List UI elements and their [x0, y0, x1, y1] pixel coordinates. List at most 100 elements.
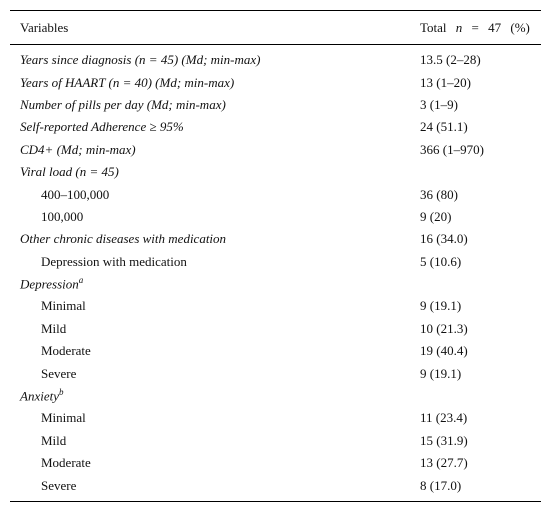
label-cell: 100,000 — [10, 206, 411, 228]
label: Severe — [41, 477, 77, 493]
value-cell: 11 (23.4) — [411, 407, 541, 429]
value: 13.5 (2–28) — [420, 52, 481, 68]
value-cell: 13.5 (2–28) — [411, 45, 541, 72]
row: Depressiona — [10, 273, 541, 295]
value-cell — [411, 385, 541, 407]
label-cell: Minimal — [10, 295, 411, 317]
sub-row: Moderate 19 (40.4) — [10, 340, 541, 362]
label-cell: Moderate — [10, 340, 411, 362]
value: 8 (17.0) — [420, 477, 462, 493]
footnote-mark: b — [58, 387, 64, 398]
value: 9 (19.1) — [420, 298, 462, 314]
value-cell: 9 (19.1) — [411, 295, 541, 317]
label-cell: Number of pills per day (Md; min-max) — [10, 94, 411, 116]
value: 11 (23.4) — [420, 410, 468, 426]
value-cell: 9 (19.1) — [411, 362, 541, 384]
label: 400–100,000 — [41, 186, 110, 202]
header-row: Variables Total n = 47 (%) — [10, 10, 541, 45]
label: Number of pills per day (Md; min-max) — [20, 96, 226, 112]
value: 5 (10.6) — [420, 253, 462, 269]
value: 9 (19.1) — [420, 365, 462, 381]
label: Other chronic diseases with medication — [20, 231, 227, 247]
header-text: n — [455, 19, 463, 35]
header-text: Total — [420, 19, 456, 35]
row: Number of pills per day (Md; min-max) 3 (… — [10, 94, 541, 116]
row: Self-reported Adherence ≥ 95% 24 (51.1) — [10, 116, 541, 138]
label-cell: Severe — [10, 362, 411, 384]
label: Severe — [41, 365, 77, 381]
label: Mild — [41, 432, 67, 448]
value-cell: 3 (1–9) — [411, 94, 541, 116]
label-cell: Minimal — [10, 407, 411, 429]
sub-row: Mild 15 (31.9) — [10, 430, 541, 452]
label: Viral load (n = 45) — [20, 164, 119, 180]
value: 16 (34.0) — [420, 231, 468, 247]
sub-row: 400–100,000 36 (80) — [10, 183, 541, 205]
value-cell: 24 (51.1) — [411, 116, 541, 138]
sub-row: 100,000 9 (20) — [10, 206, 541, 228]
value-cell: 19 (40.4) — [411, 340, 541, 362]
label-cell: 400–100,000 — [10, 183, 411, 205]
label: Anxiety — [20, 388, 59, 404]
value-cell: 13 (1–20) — [411, 71, 541, 93]
label-cell: Viral load (n = 45) — [10, 161, 411, 183]
value: 13 (1–20) — [420, 74, 471, 90]
header-text: = 47 (%) — [462, 19, 530, 35]
label-cell: Moderate — [10, 452, 411, 474]
row: Viral load (n = 45) — [10, 161, 541, 183]
value-cell: 9 (20) — [411, 206, 541, 228]
row: Anxietyb — [10, 385, 541, 407]
label-cell: Years since diagnosis (n = 45) (Md; min-… — [10, 45, 411, 72]
value: 13 (27.7) — [420, 455, 468, 471]
table: Variables Total n = 47 (%) Years since d… — [10, 10, 541, 502]
label: Mild — [41, 320, 67, 336]
row: Years of HAART (n = 40) (Md; min-max) 13 … — [10, 71, 541, 93]
value-cell: 16 (34.0) — [411, 228, 541, 250]
table-body: Years since diagnosis (n = 45) (Md; min-… — [10, 45, 541, 502]
label: Years of HAART (n = 40) (Md; min-max) — [20, 74, 235, 90]
label: Moderate — [41, 343, 91, 359]
value: 24 (51.1) — [420, 119, 468, 135]
header-cell: Variables — [10, 10, 411, 45]
label-cell: Severe — [10, 474, 411, 501]
sub-row: Minimal 9 (19.1) — [10, 295, 541, 317]
label-cell: Self-reported Adherence ≥ 95% — [10, 116, 411, 138]
label: 100,000 — [41, 208, 84, 224]
value: 36 (80) — [420, 186, 458, 202]
value: 19 (40.4) — [420, 343, 468, 359]
row: CD4+ (Md; min-max) 366 (1–970) — [10, 139, 541, 161]
label: Years since diagnosis (n = 45) (Md; min-… — [20, 52, 261, 68]
value-cell: 366 (1–970) — [411, 139, 541, 161]
sub-row: Severe 8 (17.0) — [10, 474, 541, 501]
value-cell: 5 (10.6) — [411, 251, 541, 273]
label-cell: Depression with medication — [10, 251, 411, 273]
label: Moderate — [41, 455, 91, 471]
sub-row: Moderate 13 (27.7) — [10, 452, 541, 474]
sub-row: Severe 9 (19.1) — [10, 362, 541, 384]
value: 15 (31.9) — [420, 432, 468, 448]
row: Years since diagnosis (n = 45) (Md; min-… — [10, 45, 541, 72]
sub-row: Minimal 11 (23.4) — [10, 407, 541, 429]
value-cell: 36 (80) — [411, 183, 541, 205]
label: Depression — [20, 276, 79, 292]
label: CD4+ (Md; min-max) — [20, 141, 136, 157]
value-cell — [411, 161, 541, 183]
value: 366 (1–970) — [420, 141, 484, 157]
value: 9 (20) — [420, 208, 452, 224]
value-cell: 10 (21.3) — [411, 318, 541, 340]
row: Other chronic diseases with medication 16… — [10, 228, 541, 250]
table-header: Variables Total n = 47 (%) — [10, 10, 541, 45]
label-cell: Mild — [10, 318, 411, 340]
label-cell: Other chronic diseases with medication — [10, 228, 411, 250]
footnote-mark: a — [78, 275, 84, 286]
label: Self-reported Adherence ≥ 95% — [20, 119, 184, 135]
label: Minimal — [41, 298, 86, 314]
label-cell: Anxietyb — [10, 385, 411, 407]
label: Minimal — [41, 410, 86, 426]
label-cell: Years of HAART (n = 40) (Md; min-max) — [10, 71, 411, 93]
label: Depression with medication — [41, 253, 187, 269]
value-cell: 8 (17.0) — [411, 474, 541, 501]
value-cell: 13 (27.7) — [411, 452, 541, 474]
value: 10 (21.3) — [420, 320, 468, 336]
label-cell: Mild — [10, 430, 411, 452]
